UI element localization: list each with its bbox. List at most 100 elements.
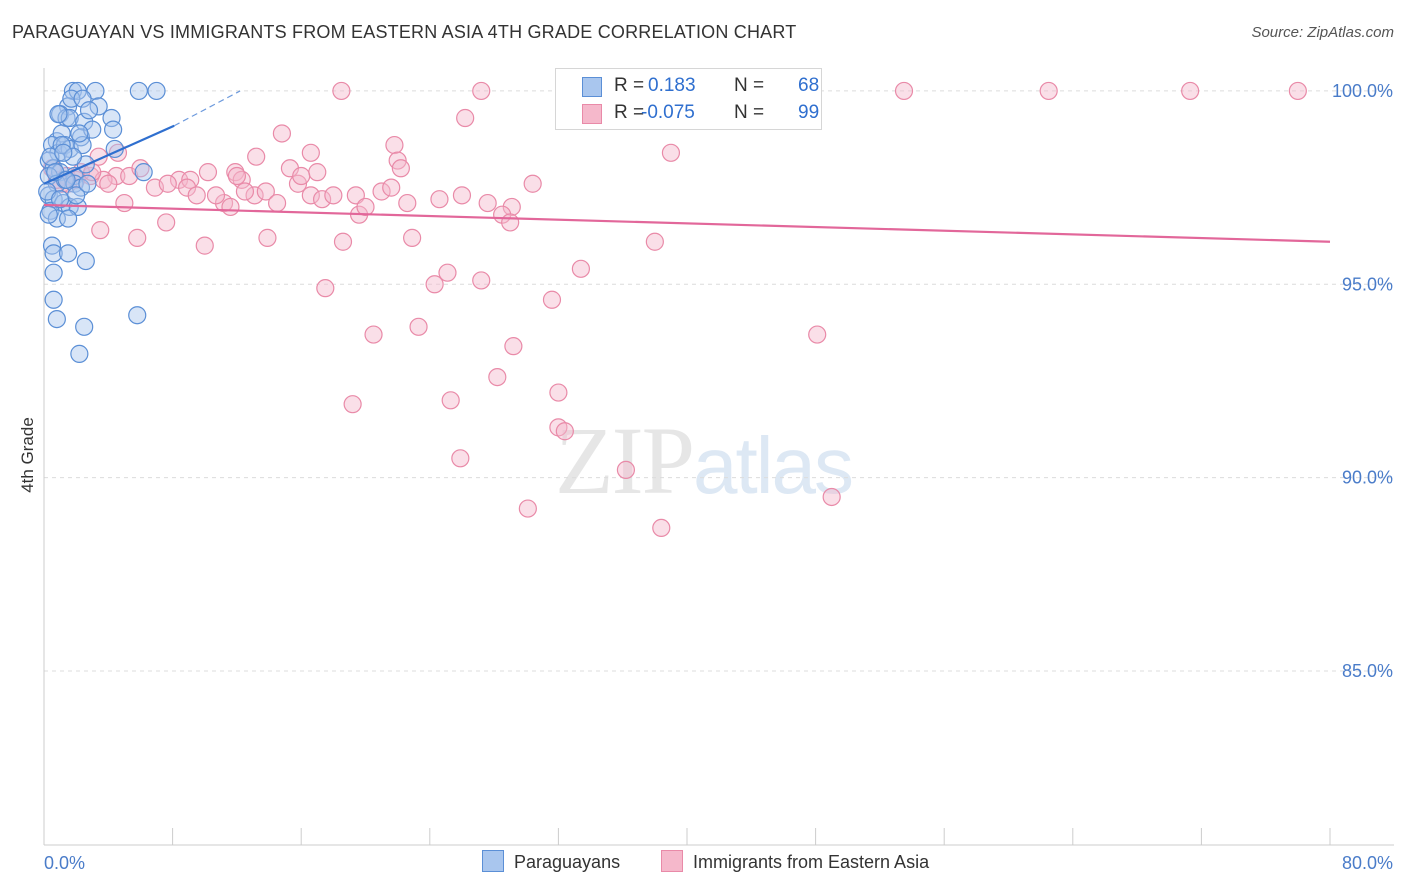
point-eastern-asia [894, 81, 914, 101]
point-eastern-asia [308, 163, 327, 182]
point-paraguayans [104, 120, 123, 139]
point-eastern-asia [301, 143, 320, 162]
point-eastern-asia [356, 197, 375, 217]
point-paraguayans [79, 101, 99, 120]
point-eastern-asia [409, 317, 428, 336]
watermark-zip: ZIP [555, 407, 695, 514]
point-paraguayans [52, 135, 71, 155]
legend-n-value: 99 [798, 102, 820, 123]
trend-line-paraguayans [43, 124, 175, 185]
point-eastern-asia [333, 232, 353, 251]
point-eastern-asia [555, 422, 574, 441]
point-eastern-asia [312, 190, 332, 209]
point-paraguayans [59, 244, 78, 263]
point-eastern-asia [808, 325, 827, 344]
point-paraguayans [129, 81, 148, 101]
point-eastern-asia [372, 182, 391, 201]
legend-r-value: 0.183 [648, 75, 696, 96]
point-paraguayans [75, 317, 94, 336]
bottom-legend-swatch-blue [482, 850, 504, 873]
point-eastern-asia [272, 124, 292, 143]
point-eastern-asia [343, 395, 362, 414]
point-eastern-asia [235, 182, 255, 201]
point-eastern-asia [661, 143, 681, 162]
legend-swatch-pink [582, 104, 602, 124]
y-tick-label: 90.0% [1342, 468, 1393, 488]
legend-n-label: N = [734, 102, 765, 123]
point-eastern-asia [316, 279, 335, 298]
y-tick-label: 95.0% [1342, 274, 1393, 294]
point-paraguayans [128, 306, 147, 325]
point-paraguayans [44, 290, 63, 309]
point-eastern-asia [501, 213, 520, 232]
point-eastern-asia [456, 108, 475, 128]
point-eastern-asia [195, 236, 214, 255]
point-eastern-asia [571, 259, 591, 278]
point-eastern-asia [488, 367, 507, 387]
point-paraguayans [134, 163, 153, 182]
point-eastern-asia [221, 197, 240, 217]
y-axis-title: 4th Grade [18, 417, 37, 493]
point-eastern-asia [258, 228, 277, 247]
bottom-legend-paraguayans: Paraguayans [482, 850, 621, 874]
point-paraguayans [50, 190, 70, 209]
legend-n-value: 68 [798, 75, 820, 96]
point-eastern-asia [177, 178, 197, 197]
point-eastern-asia [324, 186, 343, 205]
axes [43, 68, 1394, 846]
legend-r-label: R = [614, 102, 645, 123]
point-eastern-asia [256, 182, 275, 201]
point-eastern-asia [822, 487, 841, 507]
y-tick-label: 100.0% [1332, 81, 1393, 101]
point-eastern-asia [549, 383, 568, 402]
point-eastern-asia [398, 193, 417, 213]
point-eastern-asia [267, 193, 287, 213]
point-eastern-asia [227, 166, 246, 186]
point-paraguayans [49, 105, 68, 124]
point-paraguayans [54, 143, 73, 162]
point-paraguayans [47, 309, 66, 329]
point-eastern-asia [1039, 81, 1058, 101]
point-eastern-asia [645, 232, 664, 251]
point-paraguayans [59, 209, 78, 228]
point-eastern-asia [206, 186, 226, 205]
point-eastern-asia [91, 221, 110, 240]
point-eastern-asia [425, 275, 444, 294]
point-paraguayans [44, 244, 63, 263]
point-eastern-asia [128, 228, 147, 247]
point-eastern-asia [332, 81, 351, 101]
point-eastern-asia [198, 163, 218, 182]
point-paraguayans [70, 124, 89, 143]
point-eastern-asia [502, 197, 521, 217]
watermark: ZIPatlas [555, 405, 854, 516]
point-eastern-asia [403, 228, 422, 247]
point-eastern-asia [391, 159, 410, 178]
point-paraguayans [42, 236, 62, 255]
chart-title: PARAGUAYAN VS IMMIGRANTS FROM EASTERN AS… [12, 22, 797, 42]
point-eastern-asia [472, 81, 491, 101]
point-eastern-asia [157, 213, 176, 232]
bottom-legend-label: Paraguayans [514, 852, 621, 872]
point-eastern-asia [452, 186, 472, 205]
point-eastern-asia [430, 190, 449, 209]
legend-swatch-blue [582, 77, 602, 97]
y-tick-label: 85.0% [1342, 661, 1393, 681]
point-eastern-asia [364, 325, 383, 344]
trend-line-paraguayans-extension [173, 90, 241, 127]
point-paraguayans [147, 81, 166, 101]
watermark-atlas: atlas [693, 421, 854, 510]
point-eastern-asia [451, 449, 470, 468]
point-paraguayans [73, 135, 92, 155]
point-eastern-asia [478, 193, 497, 213]
x-tick-label-max: 80.0% [1342, 853, 1393, 873]
point-eastern-asia [99, 174, 118, 193]
point-eastern-asia [292, 166, 311, 186]
point-paraguayans [70, 344, 89, 363]
bottom-legend-eastern-asia: Immigrants from Eastern Asia [661, 850, 929, 874]
point-paraguayans [60, 108, 79, 128]
point-paraguayans [73, 89, 92, 108]
point-eastern-asia [1288, 81, 1307, 101]
point-paraguayans [39, 205, 58, 224]
point-eastern-asia [472, 271, 491, 290]
point-eastern-asia [504, 337, 523, 356]
